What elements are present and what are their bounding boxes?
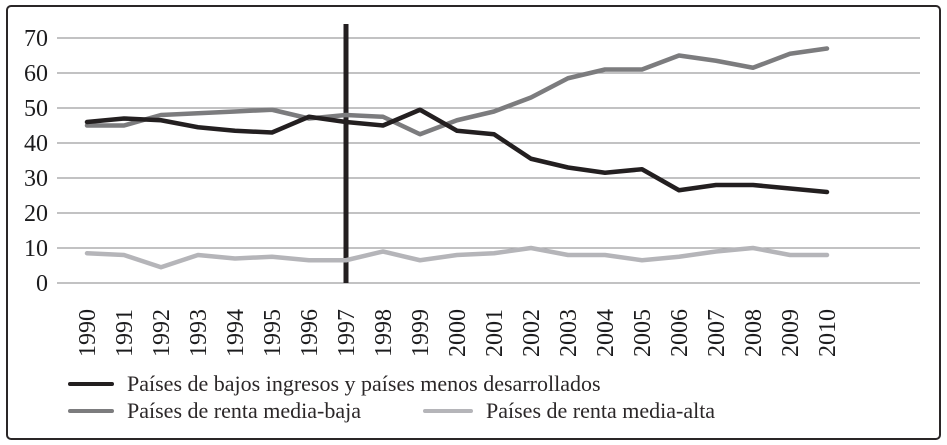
x-tick-1999: 1999 xyxy=(408,309,434,357)
legend-row-1: Países de bajos ingresos y países menos … xyxy=(68,370,908,397)
x-tick-1996: 1996 xyxy=(297,309,323,357)
x-tick-1990: 1990 xyxy=(75,309,101,357)
y-tick-30: 30 xyxy=(24,166,48,192)
x-tick-2008: 2008 xyxy=(741,309,767,357)
legend-swatch-renta-media-alta xyxy=(423,408,473,413)
legend-swatch-bajos-ingresos xyxy=(68,381,114,386)
x-tick-2005: 2005 xyxy=(630,309,656,357)
x-tick-2007: 2007 xyxy=(704,309,730,357)
series-line-0 xyxy=(84,107,830,195)
x-tick-2000: 2000 xyxy=(445,309,471,357)
x-tick-2001: 2001 xyxy=(482,309,508,357)
legend-label-renta-media-baja: Países de renta media-baja xyxy=(127,397,361,423)
chart-legend: Países de bajos ingresos y países menos … xyxy=(68,370,908,424)
y-tick-10: 10 xyxy=(24,236,48,262)
series-line-2 xyxy=(84,245,830,270)
x-tick-2010: 2010 xyxy=(815,309,841,357)
y-tick-50: 50 xyxy=(24,96,48,122)
y-tick-60: 60 xyxy=(24,61,48,87)
x-tick-2009: 2009 xyxy=(778,309,804,357)
legend-row-2: Países de renta media-baja Países de ren… xyxy=(68,397,908,424)
legend-swatch-renta-media-baja xyxy=(68,408,114,413)
legend-label-bajos-ingresos: Países de bajos ingresos y países menos … xyxy=(127,370,601,396)
x-tick-2002: 2002 xyxy=(519,309,545,357)
y-tick-40: 40 xyxy=(24,131,48,157)
x-tick-2006: 2006 xyxy=(667,309,693,357)
x-tick-1994: 1994 xyxy=(223,309,249,357)
x-tick-1993: 1993 xyxy=(186,309,212,357)
x-tick-1991: 1991 xyxy=(112,309,138,357)
x-tick-1995: 1995 xyxy=(260,309,286,357)
x-tick-2004: 2004 xyxy=(593,309,619,357)
x-tick-2003: 2003 xyxy=(556,309,582,357)
y-tick-20: 20 xyxy=(24,201,48,227)
legend-label-renta-media-alta: Países de renta media-alta xyxy=(486,397,716,423)
x-tick-1998: 1998 xyxy=(371,309,397,357)
x-tick-1997: 1997 xyxy=(334,309,360,357)
y-tick-0: 0 xyxy=(36,271,48,297)
y-tick-70: 70 xyxy=(24,26,48,52)
series-line-1 xyxy=(84,46,830,137)
x-tick-1992: 1992 xyxy=(149,309,175,357)
chart-frame xyxy=(6,5,941,440)
